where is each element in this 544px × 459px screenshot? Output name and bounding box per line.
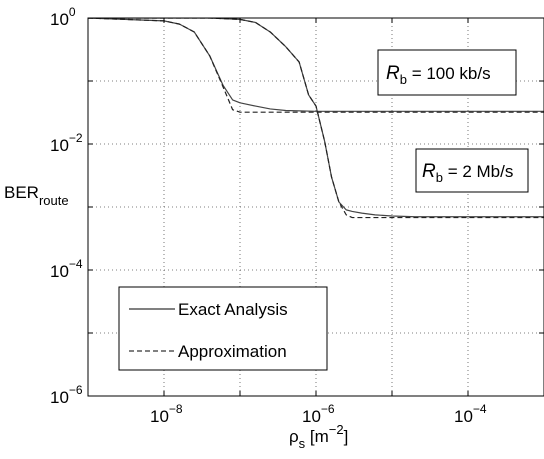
y-tick-label: 10−4 bbox=[50, 257, 83, 281]
annotation-100kbps-text: Rb = 100 kb/s bbox=[386, 63, 491, 87]
annotation-2mbps: Rb = 2 Mb/s bbox=[415, 148, 529, 193]
y-tick-label: 100 bbox=[50, 5, 76, 29]
series-group bbox=[88, 18, 544, 219]
y-tick-label: 10−2 bbox=[50, 131, 83, 155]
x-tick-label: 10−4 bbox=[454, 402, 487, 426]
legend-box bbox=[118, 286, 328, 371]
x-axis-label: ρs [m−2] bbox=[289, 422, 348, 451]
legend: Exact Analysis Approximation bbox=[118, 286, 328, 371]
series-line-exact-2 bbox=[88, 18, 544, 218]
annotation-2mbps-text: Rb = 2 Mb/s bbox=[422, 161, 513, 185]
series-line-approximation-1 bbox=[88, 18, 544, 113]
annotation-100kbps-box bbox=[377, 49, 517, 96]
x-tick-label: 10−6 bbox=[302, 402, 335, 426]
tick-marks bbox=[87, 17, 544, 397]
y-axis-label: BERroute bbox=[4, 183, 69, 208]
annotation-100kbps: Rb = 100 kb/s bbox=[377, 49, 517, 96]
annotation-2mbps-box bbox=[415, 148, 529, 193]
legend-approx-label: Approximation bbox=[178, 342, 287, 361]
series-line-exact-0 bbox=[88, 18, 544, 112]
tick-labels: 10−8 10−6 10−4 100 10−2 10−4 10−6 bbox=[50, 5, 487, 426]
x-tick-label: 10−8 bbox=[150, 402, 183, 426]
series-line-approximation-3 bbox=[88, 18, 544, 219]
legend-exact-label: Exact Analysis bbox=[178, 300, 288, 319]
y-tick-label: 10−6 bbox=[50, 383, 83, 407]
